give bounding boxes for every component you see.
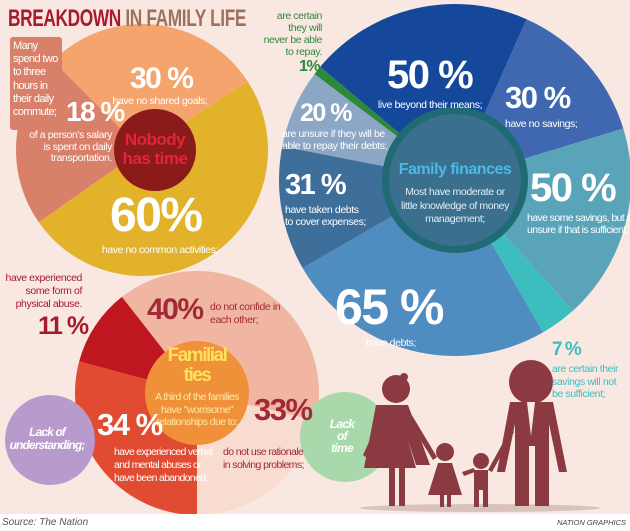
unsure-savings-value: 50 % [530,166,617,210]
have-debts-value: 65 % [335,279,444,335]
label-line: to cover expenses; [285,215,366,228]
no-common-activities-value: 60% [110,189,203,242]
unsure-repay-label: are unsure if they will be able to repay… [282,128,388,152]
label-line: of a person's salary [29,129,112,141]
insufficient-savings-label: are certain their savings will not be su… [552,363,619,401]
label-line: management; [425,213,485,226]
label-line: have taken debts [285,204,359,216]
label-line: of [337,429,348,443]
label-line: some form of [25,285,83,298]
nobody-has-time-center [114,109,196,191]
family-silhouette-icon [360,360,600,512]
label-line: are certain their [552,363,619,375]
label-line: ties [183,364,212,386]
label-line: do not use rationale [223,446,304,458]
never-repay-label: are certain they will never be able to r… [240,10,323,59]
no-savings-label: have no savings; [505,118,578,130]
debts-expenses-label: have taken debts to cover expenses; [285,204,366,228]
lack-of-understanding-circle [5,395,95,485]
no-common-activities-label: have no common activities; [101,244,219,256]
family-finances-center [389,114,521,246]
unsure-savings-label: have some savings, but are unsure if tha… [527,212,630,236]
label-line: time [331,441,354,455]
title-family-life: IN FAMILY LIFE [125,5,247,32]
no-shared-goals-label: have no shared goals; [112,95,208,107]
salary-transport-value: 18 % [66,96,125,127]
no-savings-value: 30 % [505,80,571,115]
verbal-abuse-value: 34 % [97,407,163,442]
page-title: BREAKDOWN IN FAMILY LIFE [8,5,247,32]
no-rationale-label: do not use rationale in solving problems… [223,446,304,472]
no-confide-value: 40% [147,293,204,326]
never-repay-value: 1% [299,58,321,75]
physical-abuse-label: have experienced some form of physical a… [2,272,83,311]
commute-callout-box [10,37,62,130]
label-line: have experienced verbal [114,446,213,458]
label-line: be sufficient; [552,388,606,401]
lack-of-time-label: Lack of time [322,418,362,454]
familial-ties-subtitle: A third of the families have "worrisome"… [147,391,247,429]
no-rationale-value: 33% [254,392,313,427]
label-line: have "worrisome" [161,403,234,416]
familial-ties-center [145,341,249,445]
label-line: relationships due to: [156,416,238,429]
insufficient-savings-value: 7 % [552,339,582,360]
label-line: have some savings, but are [527,212,630,224]
nobody-has-time-title: Nobody has time [122,130,188,168]
label-line: Familial [167,345,228,366]
pie-slice-2-2 [320,4,527,180]
pie-slice-2-6 [302,180,543,356]
label-line: never be able [263,34,323,47]
label-line: able to repay their debts; [282,139,388,152]
unsure-repay-value: 20 % [300,99,352,127]
pie-slice-3-1 [121,271,319,421]
label-line: have experienced [5,272,83,284]
credit-text: NATION GRAPHICS [556,518,626,527]
pie-slice-1-1 [52,24,248,151]
label-line: transportation. [50,152,113,165]
label-line: each other; [210,313,259,326]
label-line: Lack [329,417,355,431]
label-line: do not confide in [210,301,281,313]
source-text: Source: The Nation [2,517,89,528]
debts-expenses-value: 31 % [285,169,347,201]
label-line: have been abandoned; [114,472,208,485]
label-line: Most have moderate or [405,186,505,198]
no-confide-label: do not confide in each other; [210,301,281,326]
no-shared-goals-value: 30 % [130,62,194,95]
label-line: understanding; [9,438,86,453]
label-line: savings will not [552,375,617,388]
commute-callout: Many spend two to three hours in their d… [13,40,58,118]
label-line: little knowledge of money [401,199,509,212]
label-line: in solving problems; [223,459,304,472]
familial-ties-title: Familial ties [152,346,242,386]
verbal-abuse-label: have experienced verbal and mental abuse… [114,446,213,485]
beyond-means-label: live beyond their means; [377,99,483,111]
label-line: Lack of [29,425,66,439]
lack-of-understanding-label: Lack of understanding; [2,425,92,453]
label-line: are unsure if they will be [282,128,385,140]
label-line: they will [288,22,322,35]
title-breakdown: BREAKDOWN [8,5,121,32]
family-finances-title: Family finances [398,161,512,178]
salary-transport-label: of a person's salary is spent on daily t… [10,129,113,165]
label-line: unsure if that is sufficient; [527,223,628,236]
beyond-means-value: 50 % [387,53,474,97]
label-line: is spent on daily [43,140,113,153]
label-line: are certain [276,10,323,22]
physical-abuse-value: 11 % [38,312,89,340]
have-debts-label: have debts; [366,337,416,349]
label-line: to repay. [285,46,323,59]
label-line: and mental abuses or [114,459,202,472]
footer-bar [0,514,630,531]
family-finances-subtitle: Most have moderate or little knowledge o… [395,186,515,227]
label-line: A third of the families [155,391,239,403]
label-line: physical abuse. [15,298,83,311]
